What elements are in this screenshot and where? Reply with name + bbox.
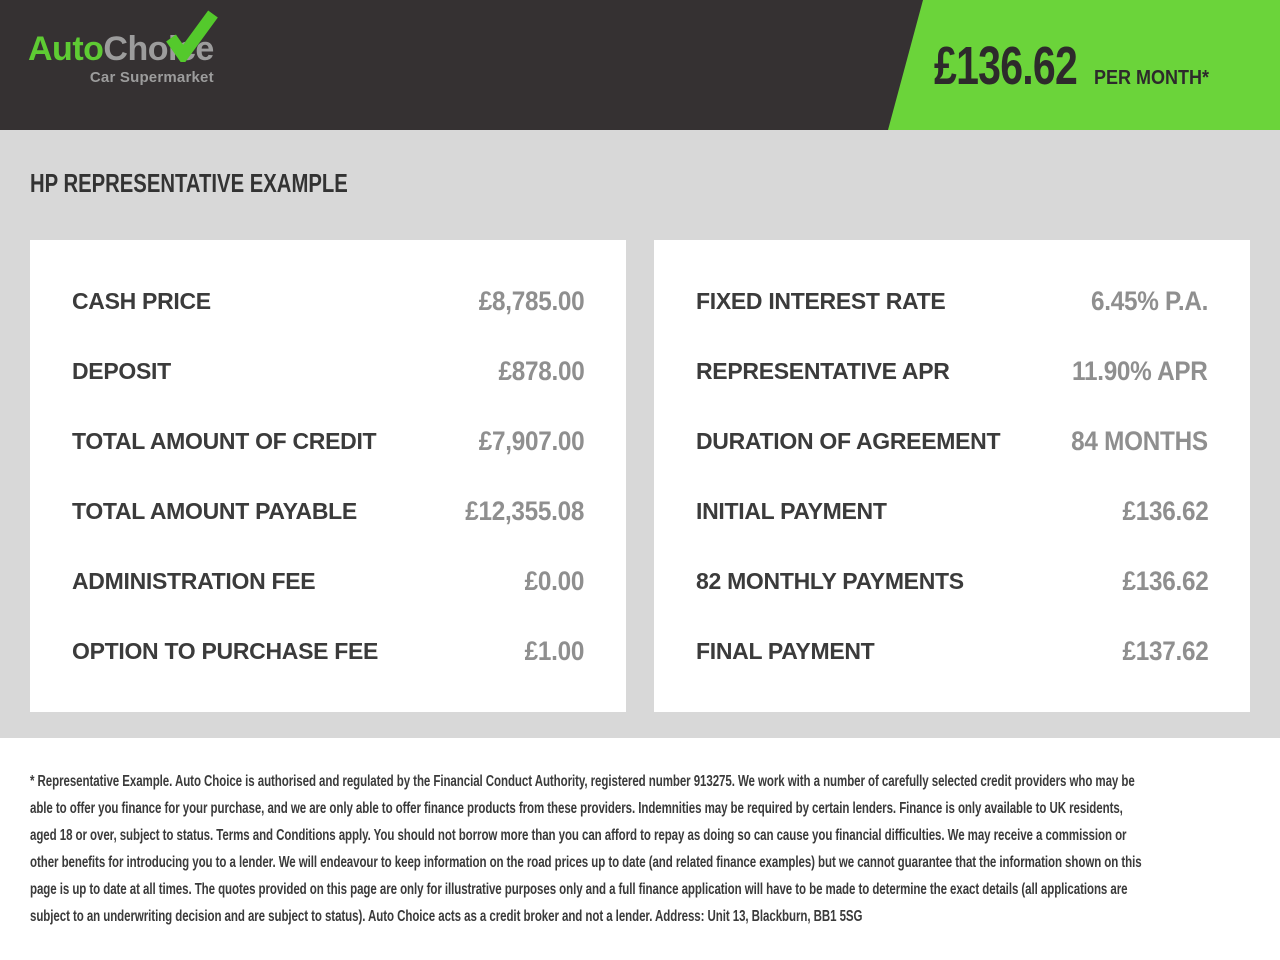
finance-label: CASH PRICE — [72, 287, 211, 314]
finance-row: DURATION OF AGREEMENT 84 MONTHS — [696, 406, 1208, 476]
finance-value: £1.00 — [524, 635, 585, 666]
finance-panels: CASH PRICE £8,785.00 DEPOSIT £878.00 TOT… — [30, 240, 1250, 712]
monthly-price-inner: £136.62 PER MONTH* — [888, 35, 1222, 97]
finance-label: FINAL PAYMENT — [696, 637, 875, 664]
finance-value: 11.90% APR — [1072, 355, 1208, 386]
finance-row: 82 MONTHLY PAYMENTS £136.62 — [696, 546, 1208, 616]
disclaimer-text: * Representative Example. Auto Choice is… — [30, 773, 1142, 925]
monthly-price-banner: £136.62 PER MONTH* — [888, 0, 1280, 130]
finance-label: INITIAL PAYMENT — [696, 497, 887, 524]
logo-text-auto: Auto — [28, 30, 104, 68]
finance-value: 6.45% P.A. — [1090, 285, 1208, 316]
finance-row: FINAL PAYMENT £137.62 — [696, 616, 1208, 686]
finance-value: £137.62 — [1122, 635, 1208, 666]
finance-label: 82 MONTHLY PAYMENTS — [696, 567, 964, 594]
finance-row: OPTION TO PURCHASE FEE £1.00 — [72, 616, 584, 686]
finance-value: £0.00 — [524, 565, 585, 596]
site-header: AutoChoice Car Supermarket £136.62 PER M… — [0, 0, 1280, 130]
finance-value: £136.62 — [1122, 565, 1208, 596]
finance-label: TOTAL AMOUNT OF CREDIT — [72, 427, 377, 454]
finance-row: DEPOSIT £878.00 — [72, 336, 584, 406]
finance-label: DURATION OF AGREEMENT — [696, 427, 1001, 454]
finance-value: £136.62 — [1122, 495, 1208, 526]
finance-label: FIXED INTEREST RATE — [696, 287, 946, 314]
logo-wordmark: AutoChoice — [28, 10, 218, 68]
monthly-price: £136.62 — [934, 36, 1078, 96]
finance-label: OPTION TO PURCHASE FEE — [72, 637, 379, 664]
finance-label: DEPOSIT — [72, 357, 171, 384]
finance-row: CASH PRICE £8,785.00 — [72, 266, 584, 336]
disclaimer-footer: * Representative Example. Auto Choice is… — [0, 738, 1280, 960]
monthly-price-period: PER MONTH* — [1094, 67, 1210, 89]
autochoice-logo: AutoChoice Car Supermarket — [28, 10, 218, 86]
finance-label: REPRESENTATIVE APR — [696, 357, 950, 384]
checkmark-icon — [166, 10, 218, 62]
finance-row: FIXED INTEREST RATE 6.45% P.A. — [696, 266, 1208, 336]
page-title: HP REPRESENTATIVE EXAMPLE — [30, 168, 348, 198]
finance-value: 84 MONTHS — [1071, 425, 1208, 456]
main-section: HP REPRESENTATIVE EXAMPLE CASH PRICE £8,… — [0, 130, 1280, 738]
finance-value: £12,355.08 — [465, 495, 584, 526]
finance-value: £878.00 — [498, 355, 584, 386]
finance-value: £7,907.00 — [478, 425, 584, 456]
finance-label: ADMINISTRATION FEE — [72, 567, 316, 594]
finance-row: INITIAL PAYMENT £136.62 — [696, 476, 1208, 546]
finance-label: TOTAL AMOUNT PAYABLE — [72, 497, 357, 524]
finance-value: £8,785.00 — [478, 285, 584, 316]
finance-row: TOTAL AMOUNT PAYABLE £12,355.08 — [72, 476, 584, 546]
page-title-wrap: HP REPRESENTATIVE EXAMPLE — [30, 168, 1250, 198]
finance-panel-right: FIXED INTEREST RATE 6.45% P.A. REPRESENT… — [654, 240, 1250, 712]
finance-panel-left: CASH PRICE £8,785.00 DEPOSIT £878.00 TOT… — [30, 240, 626, 712]
finance-row: REPRESENTATIVE APR 11.90% APR — [696, 336, 1208, 406]
finance-row: TOTAL AMOUNT OF CREDIT £7,907.00 — [72, 406, 584, 476]
finance-row: ADMINISTRATION FEE £0.00 — [72, 546, 584, 616]
logo-tagline: Car Supermarket — [89, 69, 214, 86]
